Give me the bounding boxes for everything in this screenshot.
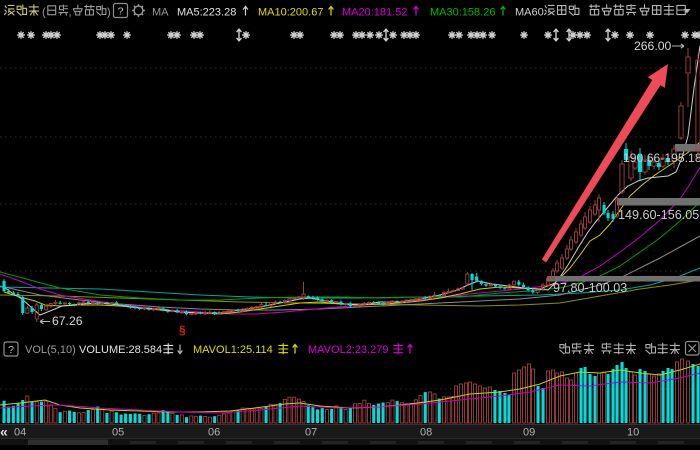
svg-text:149.60-156.05: 149.60-156.05 <box>618 208 699 222</box>
svg-text:MA60: MA60 <box>515 7 544 19</box>
svg-text:MAVOL1:25.114: MAVOL1:25.114 <box>193 344 273 356</box>
svg-text:07: 07 <box>305 427 317 439</box>
svg-text:97.80-100.03: 97.80-100.03 <box>553 281 627 295</box>
svg-text:(: ( <box>42 7 46 19</box>
svg-text:266.00: 266.00 <box>634 39 671 53</box>
svg-text:MA10:200.67: MA10:200.67 <box>258 7 323 19</box>
svg-text:MA: MA <box>152 7 169 19</box>
svg-text:67.26: 67.26 <box>52 314 83 328</box>
svg-text:MA5:223.28: MA5:223.28 <box>177 7 236 19</box>
svg-text:): ) <box>107 7 111 19</box>
svg-text:?: ? <box>118 6 124 18</box>
svg-text:04: 04 <box>14 427 26 439</box>
svg-text:06: 06 <box>208 427 220 439</box>
svg-text:?: ? <box>8 344 14 356</box>
svg-text:09: 09 <box>523 427 535 439</box>
svg-text:190.66-195.18: 190.66-195.18 <box>623 151 700 165</box>
svg-text:VOLUME:28.584: VOLUME:28.584 <box>79 344 162 356</box>
svg-text:08: 08 <box>420 427 432 439</box>
svg-text:MA30:158.26: MA30:158.26 <box>430 7 495 19</box>
svg-text:,: , <box>69 7 72 19</box>
svg-text:05: 05 <box>112 427 124 439</box>
svg-text:MA20:181.52: MA20:181.52 <box>342 7 407 19</box>
svg-text:«: « <box>0 424 8 440</box>
svg-text:MAVOL2:23.279: MAVOL2:23.279 <box>308 344 389 356</box>
svg-text:VOL(5,10): VOL(5,10) <box>25 344 76 356</box>
svg-text:§: § <box>179 323 186 337</box>
svg-text:10: 10 <box>627 427 639 439</box>
